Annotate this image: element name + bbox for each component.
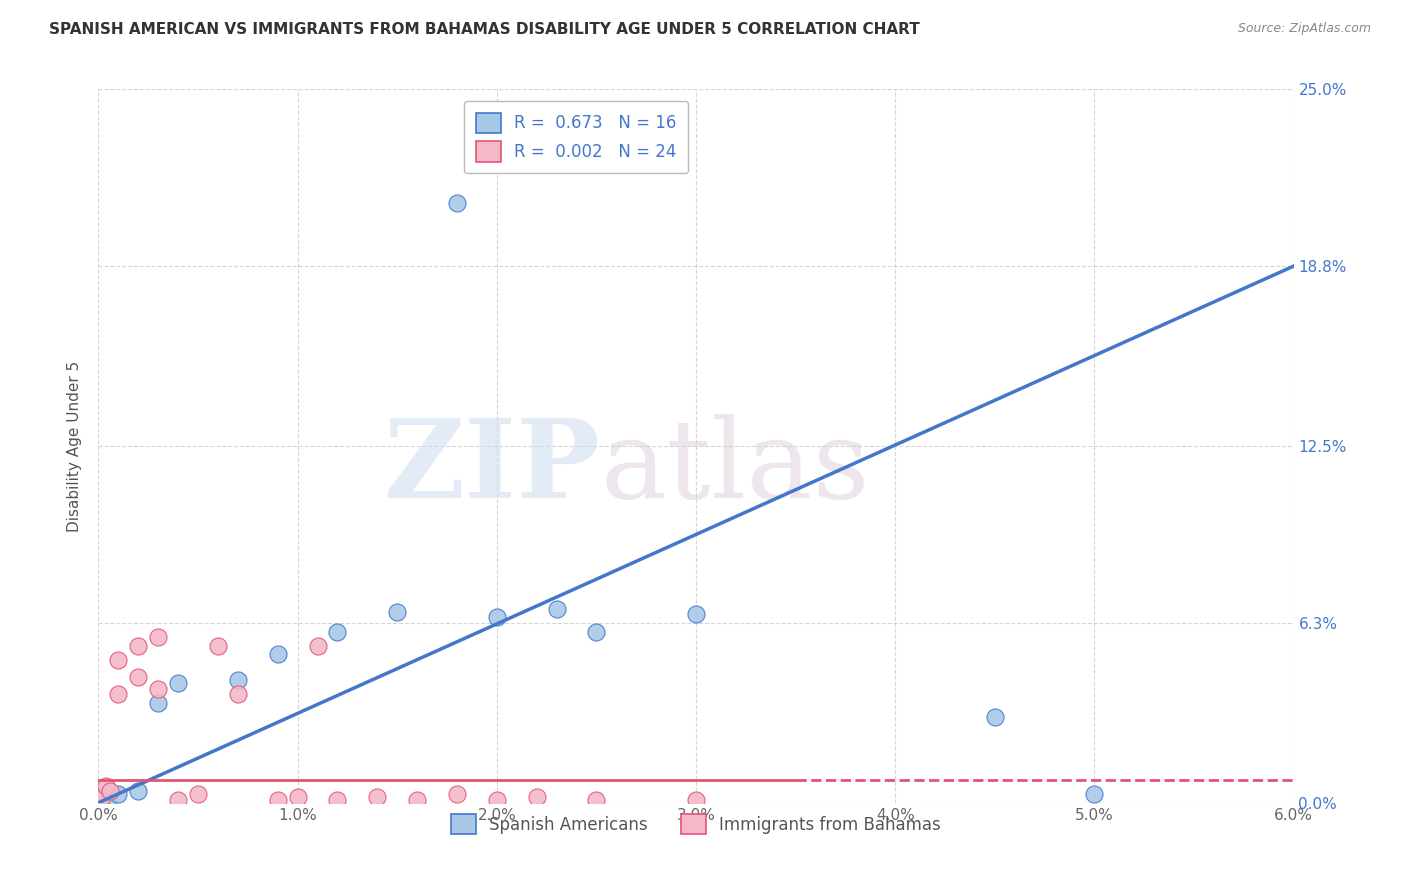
Point [685,793,707,807]
Point [107,653,129,667]
Text: ZIP: ZIP [384,414,600,521]
Point [148,696,170,710]
Point [167,793,190,807]
Text: Source: ZipAtlas.com: Source: ZipAtlas.com [1237,22,1371,36]
Point [1083,787,1105,801]
Point [107,787,129,801]
Point [207,639,229,653]
Point [406,793,429,807]
Point [446,787,468,801]
Point [167,676,190,690]
Point [307,639,329,653]
Point [366,790,388,805]
Point [326,624,349,639]
Point [446,196,468,211]
Text: atlas: atlas [600,414,870,521]
Point [226,673,249,687]
Point [526,790,548,805]
Point [585,793,607,807]
Point [984,710,1007,724]
Legend: Spanish Americans, Immigrants from Bahamas: Spanish Americans, Immigrants from Baham… [441,804,950,845]
Point [385,605,409,619]
Y-axis label: Disability Age Under 5: Disability Age Under 5 [67,360,83,532]
Point [96,779,118,793]
Point [187,787,209,801]
Point [91,790,114,805]
Text: SPANISH AMERICAN VS IMMIGRANTS FROM BAHAMAS DISABILITY AGE UNDER 5 CORRELATION C: SPANISH AMERICAN VS IMMIGRANTS FROM BAHA… [49,22,920,37]
Point [485,610,508,624]
Point [107,687,129,701]
Point [326,793,349,807]
Point [485,793,508,807]
Point [267,793,290,807]
Point [148,681,170,696]
Point [685,607,707,622]
Point [267,648,290,662]
Point [127,784,149,798]
Point [148,630,170,644]
Point [97,793,120,807]
Point [127,639,149,653]
Point [546,601,568,615]
Point [585,624,607,639]
Point [98,784,122,798]
Point [127,670,149,684]
Point [287,790,309,805]
Point [226,687,249,701]
